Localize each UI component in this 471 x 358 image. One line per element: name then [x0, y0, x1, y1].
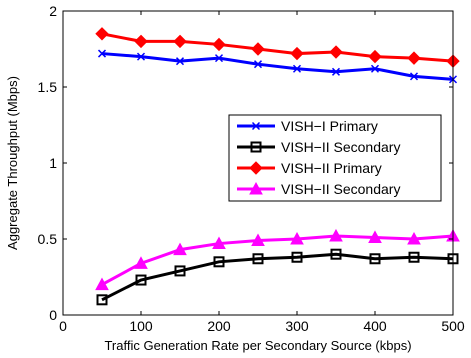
legend-label: VISH−II Primary — [281, 160, 382, 176]
x-tick-label: 500 — [441, 318, 465, 334]
y-tick-label: 0.5 — [38, 231, 58, 247]
data-point — [134, 34, 148, 49]
x-axis-label: Traffic Generation Rate per Secondary So… — [104, 338, 411, 353]
data-point-stroke — [175, 57, 185, 66]
data-point — [369, 253, 381, 265]
y-tick-label: 1 — [49, 155, 57, 171]
legend-label: VISH−I Primary — [281, 118, 378, 134]
data-point — [409, 72, 419, 81]
data-point — [212, 236, 226, 250]
data-point-stroke — [331, 67, 341, 76]
data-point — [249, 161, 263, 175]
series — [95, 228, 460, 291]
series-layer — [95, 27, 460, 306]
x-tick-label: 0 — [59, 318, 67, 334]
data-point — [250, 141, 262, 153]
data-point-stroke — [409, 72, 419, 81]
data-point — [368, 230, 382, 243]
ticks-layer: 0 100 200 300 400 500 0 0.5 1 1.5 2 — [38, 3, 465, 334]
data-point-stroke — [292, 64, 302, 73]
data-point — [95, 27, 109, 41]
data-point — [214, 54, 224, 63]
data-point — [290, 231, 304, 245]
data-point — [134, 256, 148, 269]
data-point — [330, 248, 342, 260]
data-point — [249, 181, 263, 195]
series-line — [101, 234, 454, 286]
data-point — [370, 64, 380, 73]
data-point-stroke — [253, 60, 263, 69]
data-point — [96, 294, 108, 306]
legend-item: VISH−I Primary — [237, 118, 378, 134]
series-line — [101, 32, 454, 63]
data-point — [97, 49, 107, 58]
data-point-stroke — [251, 121, 261, 131]
data-point — [290, 46, 304, 61]
data-point — [251, 121, 261, 131]
data-point — [408, 251, 420, 263]
data-point — [213, 256, 225, 268]
legend-label: VISH−II Secondary — [281, 181, 400, 197]
data-point — [292, 64, 302, 73]
data-point — [173, 34, 187, 49]
y-axis-label: Aggregate Throughput (Mbps) — [5, 76, 20, 250]
data-point — [173, 242, 187, 256]
x-tick-label: 400 — [363, 318, 387, 334]
legend: VISH−I Primary VISH−II Secondary VISH−II P… — [228, 114, 442, 202]
data-point — [136, 52, 146, 61]
data-point — [407, 231, 421, 245]
data-point — [331, 67, 341, 76]
data-point — [212, 37, 226, 52]
data-point — [95, 277, 109, 291]
data-point — [253, 60, 263, 69]
data-point — [291, 251, 303, 263]
legend-item: VISH−II Secondary — [237, 181, 400, 197]
series-line — [101, 52, 454, 81]
data-point — [251, 233, 265, 247]
data-point-stroke — [370, 64, 380, 73]
data-point — [175, 57, 185, 66]
data-point-stroke — [136, 52, 146, 61]
data-point — [407, 51, 421, 65]
x-tick-label: 200 — [207, 318, 231, 334]
data-point — [368, 49, 382, 64]
data-point — [329, 45, 343, 59]
legend-label: VISH−II Secondary — [281, 139, 400, 155]
series — [97, 49, 458, 84]
legend-item: VISH−II Secondary — [237, 139, 400, 155]
data-point — [329, 228, 343, 242]
legend-box — [228, 114, 442, 202]
data-point — [174, 265, 186, 277]
x-tick-label: 100 — [129, 318, 153, 334]
series-line — [101, 252, 454, 302]
data-point-stroke — [214, 54, 224, 63]
y-tick-label: 0 — [49, 307, 57, 323]
data-point — [251, 42, 265, 56]
data-point — [252, 253, 264, 265]
y-tick-label: 2 — [49, 3, 57, 19]
series — [95, 27, 460, 68]
data-point-stroke — [97, 49, 107, 58]
x-tick-label: 300 — [285, 318, 309, 334]
legend-item: VISH−II Primary — [237, 160, 382, 176]
data-point — [135, 274, 147, 286]
y-tick-label: 1.5 — [38, 79, 58, 95]
